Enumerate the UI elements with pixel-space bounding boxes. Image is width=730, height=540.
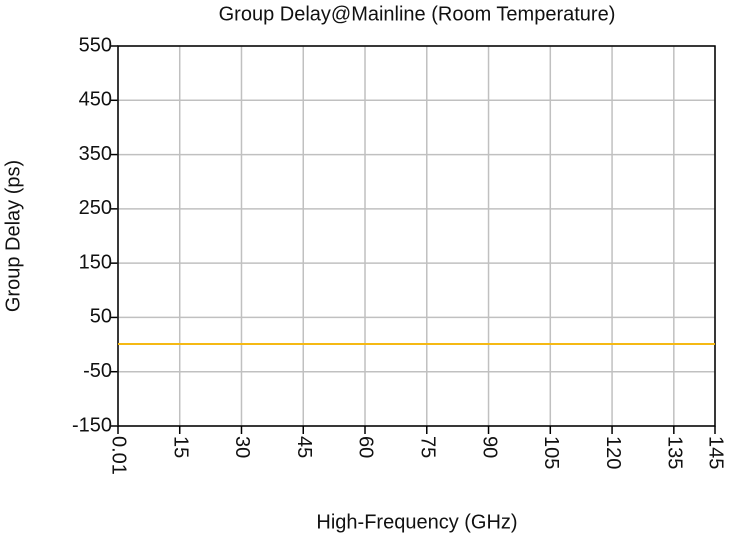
x-tick-label: 60 — [355, 436, 377, 458]
y-tick-label: 150 — [79, 251, 112, 273]
x-tick-label: 45 — [293, 436, 315, 458]
x-tick-label: 145 — [705, 436, 727, 469]
plot-frame — [117, 45, 716, 427]
x-tick-label: 135 — [664, 436, 686, 469]
x-axis-label: High-Frequency (GHz) — [316, 511, 517, 533]
y-tick-label: 550 — [79, 34, 112, 56]
x-tick-label: 30 — [231, 436, 253, 458]
x-tick-label: 0.01 — [108, 436, 130, 475]
y-tick-label: 50 — [90, 306, 112, 328]
y-tick-label: 350 — [79, 143, 112, 165]
x-tick-label: 105 — [540, 436, 562, 469]
x-tick-label: 90 — [478, 436, 500, 458]
x-tick-label: 120 — [602, 436, 624, 469]
x-tick-label: 15 — [169, 436, 191, 458]
y-axis-label: Group Delay (ps) — [2, 160, 24, 312]
y-tick-label: -150 — [72, 414, 112, 436]
y-tick-label: -50 — [83, 360, 112, 382]
y-tick-label: 450 — [79, 89, 112, 111]
y-tick-label: 250 — [79, 197, 112, 219]
x-tick-label: 75 — [416, 436, 438, 458]
chart-title: Group Delay@Mainline (Room Temperature) — [219, 3, 616, 25]
